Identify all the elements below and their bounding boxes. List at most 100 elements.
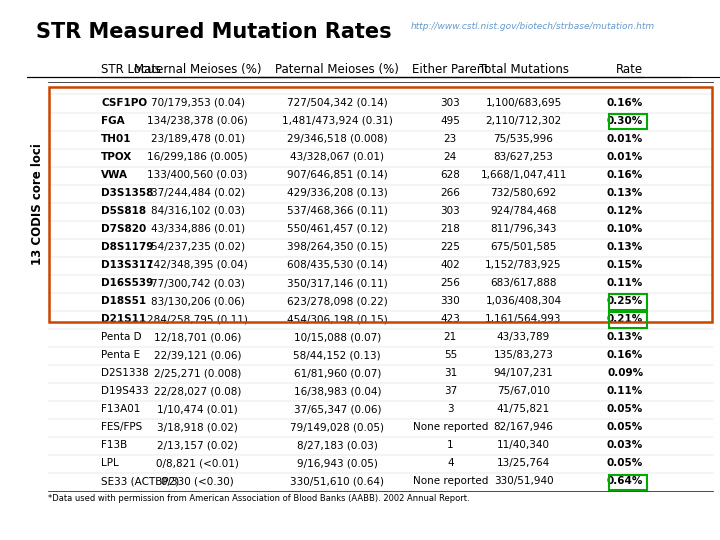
Text: D18S51: D18S51	[101, 296, 146, 306]
Text: D2S1338: D2S1338	[101, 368, 149, 378]
Text: 732/580,692: 732/580,692	[490, 188, 557, 198]
Text: 0.16%: 0.16%	[607, 350, 643, 360]
Text: 133/400,560 (0.03): 133/400,560 (0.03)	[148, 170, 248, 180]
Text: 429/336,208 (0.13): 429/336,208 (0.13)	[287, 188, 387, 198]
Text: 0.09%: 0.09%	[607, 368, 643, 378]
Text: 727/504,342 (0.14): 727/504,342 (0.14)	[287, 98, 387, 107]
Text: 0.05%: 0.05%	[607, 458, 643, 468]
Text: D7S820: D7S820	[101, 224, 146, 234]
Text: 83/627,253: 83/627,253	[494, 152, 554, 162]
Text: 330/51,940: 330/51,940	[494, 476, 554, 487]
Text: 2/25,271 (0.008): 2/25,271 (0.008)	[154, 368, 241, 378]
Text: 142/348,395 (0.04): 142/348,395 (0.04)	[147, 260, 248, 270]
Text: 43/33,789: 43/33,789	[497, 332, 550, 342]
Text: 0.16%: 0.16%	[607, 98, 643, 107]
Text: 398/264,350 (0.15): 398/264,350 (0.15)	[287, 242, 387, 252]
Text: Either Parent: Either Parent	[412, 63, 489, 76]
Text: 16/299,186 (0.005): 16/299,186 (0.005)	[148, 152, 248, 162]
Text: 537/468,366 (0.11): 537/468,366 (0.11)	[287, 206, 387, 216]
Text: 16/38,983 (0.04): 16/38,983 (0.04)	[294, 386, 381, 396]
Text: Penta D: Penta D	[101, 332, 142, 342]
Text: D8S1179: D8S1179	[101, 242, 153, 252]
Text: 0.13%: 0.13%	[607, 242, 643, 252]
Text: 1,036/408,304: 1,036/408,304	[485, 296, 562, 306]
Text: 84/316,102 (0.03): 84/316,102 (0.03)	[150, 206, 245, 216]
Text: TPOX: TPOX	[101, 152, 132, 162]
Text: 0.13%: 0.13%	[607, 188, 643, 198]
Text: 330: 330	[441, 296, 460, 306]
Text: 31: 31	[444, 368, 457, 378]
Text: D16S539: D16S539	[101, 278, 153, 288]
Text: FGA: FGA	[101, 116, 125, 126]
Text: 134/238,378 (0.06): 134/238,378 (0.06)	[147, 116, 248, 126]
Text: 218: 218	[441, 224, 460, 234]
Text: Total Mutations: Total Mutations	[479, 63, 569, 76]
Text: 0.01%: 0.01%	[607, 134, 643, 144]
Text: 0.25%: 0.25%	[607, 296, 643, 306]
Text: 55: 55	[444, 350, 457, 360]
Text: 330/51,610 (0.64): 330/51,610 (0.64)	[290, 476, 384, 487]
Text: 683/617,888: 683/617,888	[490, 278, 557, 288]
Text: 0.01%: 0.01%	[607, 152, 643, 162]
Text: 0.16%: 0.16%	[607, 170, 643, 180]
Text: 350/317,146 (0.11): 350/317,146 (0.11)	[287, 278, 387, 288]
Text: 135/83,273: 135/83,273	[494, 350, 554, 360]
Text: 70/179,353 (0.04): 70/179,353 (0.04)	[150, 98, 245, 107]
Text: 675/501,585: 675/501,585	[490, 242, 557, 252]
Text: 54/237,235 (0.02): 54/237,235 (0.02)	[150, 242, 245, 252]
Text: 29/346,518 (0.008): 29/346,518 (0.008)	[287, 134, 387, 144]
Text: 303: 303	[441, 206, 460, 216]
Text: TH01: TH01	[101, 134, 132, 144]
Text: 22/28,027 (0.08): 22/28,027 (0.08)	[154, 386, 241, 396]
Text: 402: 402	[441, 260, 460, 270]
Text: 0.05%: 0.05%	[607, 422, 643, 433]
Text: 0.12%: 0.12%	[607, 206, 643, 216]
Text: 2,110/712,302: 2,110/712,302	[485, 116, 562, 126]
Text: 94/107,231: 94/107,231	[494, 368, 554, 378]
Text: 1,161/564,993: 1,161/564,993	[485, 314, 562, 324]
Text: 75/67,010: 75/67,010	[497, 386, 550, 396]
Text: 3/18,918 (0.02): 3/18,918 (0.02)	[157, 422, 238, 433]
Text: 608/435,530 (0.14): 608/435,530 (0.14)	[287, 260, 387, 270]
Text: None reported: None reported	[413, 422, 488, 433]
Text: 1,152/783,925: 1,152/783,925	[485, 260, 562, 270]
Text: *Data used with permission from American Association of Blood Banks (AABB). 2002: *Data used with permission from American…	[48, 494, 469, 503]
Text: 924/784,468: 924/784,468	[490, 206, 557, 216]
Text: Paternal Meioses (%): Paternal Meioses (%)	[275, 63, 399, 76]
Text: 454/306,198 (0.15): 454/306,198 (0.15)	[287, 314, 387, 324]
Text: 0.11%: 0.11%	[607, 386, 643, 396]
Text: D3S1358: D3S1358	[101, 188, 153, 198]
Text: 37/244,484 (0.02): 37/244,484 (0.02)	[150, 188, 245, 198]
Text: STR Measured Mutation Rates: STR Measured Mutation Rates	[37, 22, 392, 42]
Text: 256: 256	[441, 278, 460, 288]
Text: 1: 1	[447, 441, 454, 450]
Text: 37/65,347 (0.06): 37/65,347 (0.06)	[294, 404, 381, 414]
Text: 1,100/683,695: 1,100/683,695	[485, 98, 562, 107]
Text: 58/44,152 (0.13): 58/44,152 (0.13)	[294, 350, 381, 360]
Text: 0.10%: 0.10%	[607, 224, 643, 234]
Text: LPL: LPL	[101, 458, 119, 468]
Text: None reported: None reported	[413, 476, 488, 487]
Text: 9/16,943 (0.05): 9/16,943 (0.05)	[297, 458, 378, 468]
Text: 0.05%: 0.05%	[607, 404, 643, 414]
Text: 303: 303	[441, 98, 460, 107]
Text: 1,481/473,924 (0.31): 1,481/473,924 (0.31)	[282, 116, 392, 126]
Text: 907/646,851 (0.14): 907/646,851 (0.14)	[287, 170, 387, 180]
Text: 79/149,028 (0.05): 79/149,028 (0.05)	[290, 422, 384, 433]
Text: 24: 24	[444, 152, 457, 162]
Text: D21S11: D21S11	[101, 314, 146, 324]
Text: 75/535,996: 75/535,996	[494, 134, 554, 144]
Text: 0.30%: 0.30%	[607, 116, 643, 126]
Text: CSF1PO: CSF1PO	[101, 98, 148, 107]
Text: 495: 495	[441, 116, 460, 126]
Text: http://www.cstl.nist.gov/biotech/strbase/mutation.htm: http://www.cstl.nist.gov/biotech/strbase…	[411, 22, 655, 31]
Text: 0.21%: 0.21%	[607, 314, 643, 324]
Text: F13A01: F13A01	[101, 404, 140, 414]
Text: 22/39,121 (0.06): 22/39,121 (0.06)	[154, 350, 241, 360]
Text: SE33 (ACTBP2): SE33 (ACTBP2)	[101, 476, 179, 487]
Text: 0/8,821 (<0.01): 0/8,821 (<0.01)	[156, 458, 239, 468]
Text: STR Locus: STR Locus	[101, 63, 161, 76]
Text: 11/40,340: 11/40,340	[497, 441, 550, 450]
Text: Rate: Rate	[616, 63, 643, 76]
Text: 266: 266	[441, 188, 460, 198]
